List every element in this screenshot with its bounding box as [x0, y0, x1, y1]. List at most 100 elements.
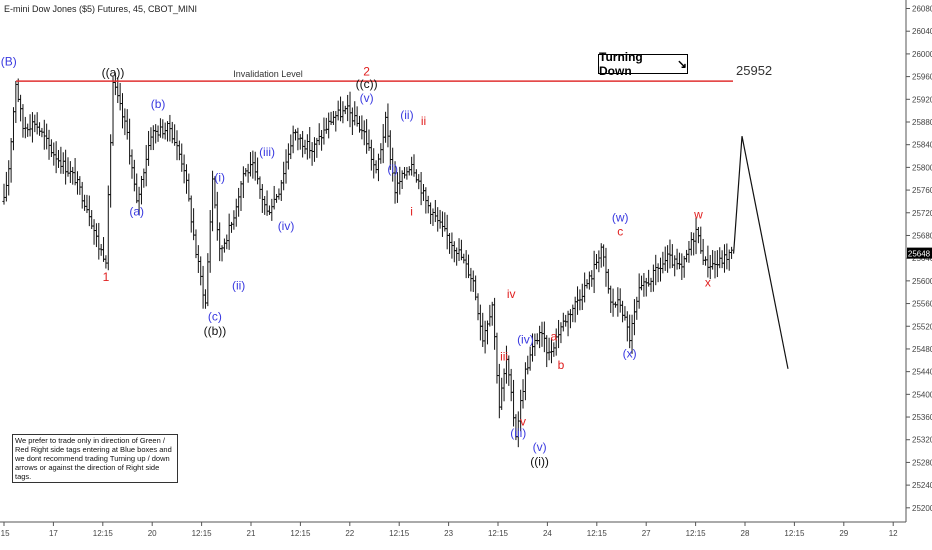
ohlc-bar [538, 325, 542, 349]
x-tick-label: :15 [0, 529, 10, 538]
ohlc-bar [533, 333, 537, 357]
ohlc-bar [604, 247, 608, 287]
ohlc-bar [353, 101, 357, 126]
ohlc-bar [244, 168, 248, 177]
ohlc-bar [497, 363, 501, 419]
ohlc-bar [445, 214, 449, 250]
ohlc-bar [237, 187, 241, 217]
ohlc-bar [142, 168, 146, 188]
ohlc-bar [106, 185, 110, 271]
y-tick-label: 25680 [912, 231, 932, 240]
ohlc-bar [282, 161, 286, 191]
ohlc-bar [26, 123, 30, 137]
ohlc-bar [488, 304, 492, 327]
ohlc-bar [118, 82, 122, 111]
x-tick-label: 20 [148, 529, 157, 538]
ohlc-bar [7, 160, 11, 196]
ohlc-bar [156, 125, 160, 142]
ohlc-bar [66, 157, 70, 177]
ohlc-bar [61, 152, 65, 174]
ohlc-bar [33, 114, 37, 133]
ohlc-bar [87, 195, 91, 227]
ohlc-bar [526, 355, 530, 375]
ohlc-bar [611, 288, 615, 317]
ohlc-bar [592, 250, 596, 294]
ohlc-bar [234, 198, 238, 227]
ohlc-bar [341, 101, 345, 124]
wave-labels: (B) ((a)) 1 (a) (b) (c)((b)) (i) (ii) (iii) (iv) 2… [1, 54, 711, 468]
ohlc-bar [673, 255, 677, 277]
y-tick-label: 26040 [912, 27, 932, 36]
y-tick-label: 25800 [912, 163, 932, 172]
ohlc-bar [618, 288, 622, 313]
ohlc-bar [284, 149, 288, 184]
ohlc-bar [146, 130, 151, 166]
ohlc-bar [272, 185, 276, 210]
x-tick-label: 21 [247, 529, 256, 538]
ohlc-bar [85, 194, 89, 214]
ohlc-bar [241, 166, 245, 199]
y-tick-label: 25200 [912, 504, 932, 513]
invalidation-label: Invalidation Level [233, 69, 303, 79]
ohlc-bar [319, 130, 324, 151]
ohlc-bar [37, 122, 42, 136]
ohlc-bar [383, 111, 388, 143]
ohlc-bar [346, 94, 350, 122]
ohlc-bar [14, 80, 18, 123]
wave-label: ((i)) [530, 454, 549, 468]
ohlc-bar [670, 244, 674, 268]
ohlc-bar [331, 110, 336, 125]
ohlc-bar [2, 183, 6, 205]
y-tick-label: 25280 [912, 458, 932, 467]
ohlc-bar [222, 238, 227, 253]
ohlc-bar [360, 115, 364, 140]
ohlc-bar [644, 277, 648, 297]
ohlc-bar [30, 112, 35, 143]
ohlc-bar [440, 211, 445, 237]
ohlc-bar [73, 158, 77, 186]
ohlc-bar [123, 108, 127, 136]
wave-label: x [705, 276, 711, 290]
ohlc-bar [694, 217, 698, 255]
ohlc-bar [18, 94, 23, 122]
y-tick-label: 26080 [912, 5, 932, 14]
ohlc-bar [78, 176, 82, 195]
disclaimer-box: We prefer to trade only in direction of … [12, 434, 178, 483]
ohlc-bar [128, 118, 132, 165]
ohlc-bar [436, 207, 440, 232]
ohlc-bar [298, 134, 302, 150]
ohlc-bar [625, 311, 629, 342]
ohlc-bar [75, 171, 80, 195]
ohlc-bar [322, 117, 326, 145]
wave-label: ((a)) [102, 66, 125, 80]
ohlc-bar [623, 306, 627, 321]
ohlc-bar [82, 194, 87, 211]
ohlc-bar [606, 268, 610, 294]
ohlc-bar [656, 263, 660, 283]
wave-label: (v) [360, 91, 374, 105]
ohlc-bar [206, 253, 210, 307]
ohlc-bar [11, 107, 16, 151]
wave-label: a [550, 329, 557, 343]
ohlc-bar [711, 250, 715, 270]
ohlc-bar [492, 297, 497, 350]
ohlc-bar [620, 300, 625, 323]
ohlc-bar [628, 314, 632, 349]
ohlc-bar [597, 250, 601, 273]
ohlc-bar [381, 124, 385, 164]
ohlc-bar [433, 199, 437, 223]
ohlc-bar [263, 196, 267, 215]
ohlc-bar [462, 253, 466, 264]
ohlc-bar [447, 233, 452, 254]
ohlc-bar [583, 272, 587, 303]
ohlc-bar [642, 273, 646, 297]
ohlc-bar [101, 237, 106, 262]
ohlc-bar [132, 159, 136, 192]
x-tick-label: 12:15 [488, 529, 509, 538]
ohlc-bar [729, 246, 734, 259]
wave-label: 2 [363, 64, 370, 78]
wave-label: (b) [151, 97, 166, 111]
ohlc-bar [109, 134, 113, 208]
